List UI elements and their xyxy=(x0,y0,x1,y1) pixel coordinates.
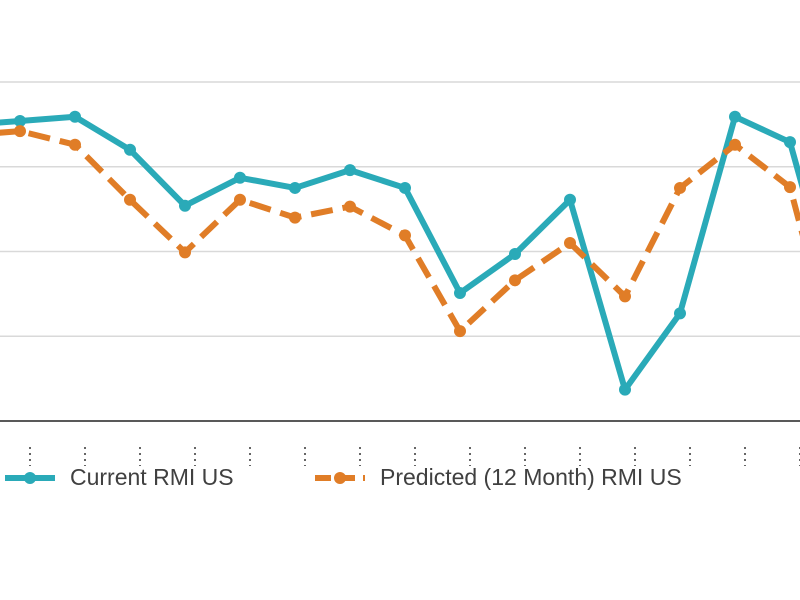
series-marker xyxy=(289,211,301,224)
series-marker xyxy=(14,125,26,138)
series-marker xyxy=(399,181,411,194)
series-marker xyxy=(509,274,521,287)
legend-marker xyxy=(334,472,346,484)
series-marker xyxy=(729,110,741,123)
series-marker xyxy=(619,383,631,396)
series-marker xyxy=(619,290,631,303)
series-marker xyxy=(234,171,246,184)
series-line xyxy=(0,113,800,393)
series-marker xyxy=(564,237,576,250)
series-marker xyxy=(674,181,686,194)
series-marker xyxy=(564,193,576,206)
series-marker xyxy=(344,200,356,213)
series-marker xyxy=(69,138,81,151)
series-marker xyxy=(674,307,686,320)
series-marker xyxy=(289,181,301,194)
series-marker xyxy=(784,136,796,149)
series-marker xyxy=(234,193,246,206)
series-marker xyxy=(14,114,26,127)
legend-label: Predicted (12 Month) RMI US xyxy=(380,464,682,490)
legend-marker xyxy=(24,472,36,484)
series-marker xyxy=(509,248,521,261)
series-marker xyxy=(179,199,191,212)
series-marker xyxy=(69,110,81,123)
series-marker xyxy=(179,246,191,259)
series-marker xyxy=(454,325,466,338)
series-marker xyxy=(124,193,136,206)
series-line xyxy=(0,128,800,335)
series-marker xyxy=(399,229,411,242)
series-marker xyxy=(344,164,356,177)
series-marker xyxy=(729,138,741,151)
series-marker xyxy=(784,181,796,194)
legend-label: Current RMI US xyxy=(70,464,234,490)
series-marker xyxy=(124,143,136,156)
series-marker xyxy=(454,287,466,300)
